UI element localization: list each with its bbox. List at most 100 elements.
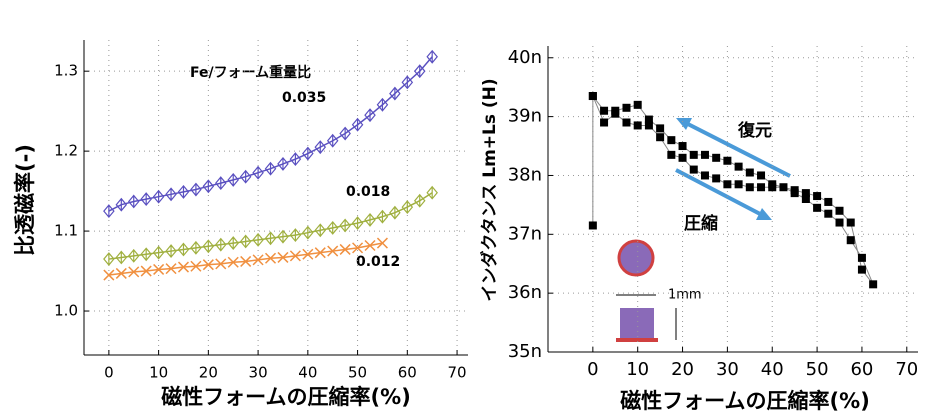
marker xyxy=(622,119,630,127)
x-tick-label: 60 xyxy=(398,364,417,382)
sheet-icon xyxy=(620,308,654,338)
marker xyxy=(390,207,400,219)
marker xyxy=(690,166,698,174)
marker xyxy=(228,174,238,186)
marker xyxy=(402,201,412,213)
marker xyxy=(656,133,664,141)
x-tick-label: 30 xyxy=(716,359,739,380)
marker xyxy=(216,177,226,189)
series-label: 0.012 xyxy=(356,254,400,270)
marker xyxy=(802,189,810,197)
marker xyxy=(836,219,844,227)
marker xyxy=(869,280,877,288)
marker xyxy=(266,163,276,175)
x-tick-label: 50 xyxy=(806,359,829,380)
x-tick-label: 20 xyxy=(199,364,218,382)
x-tick-label: 30 xyxy=(249,364,268,382)
marker xyxy=(589,221,597,229)
y-tick-label: 1.2 xyxy=(54,142,78,160)
marker xyxy=(203,180,213,192)
marker xyxy=(365,109,375,121)
annotation: 1mm xyxy=(668,288,702,303)
marker xyxy=(746,169,754,177)
y-axis-label: インダクタンス Lm+Ls (H) xyxy=(479,78,500,301)
marker xyxy=(847,219,855,227)
marker xyxy=(634,101,642,109)
marker xyxy=(290,153,300,165)
marker xyxy=(600,107,608,115)
marker xyxy=(757,183,765,191)
marker xyxy=(340,128,350,140)
marker xyxy=(836,207,844,215)
marker xyxy=(645,116,653,124)
marker xyxy=(712,174,720,182)
y-tick-label: 36n xyxy=(508,282,542,303)
marker xyxy=(735,180,743,188)
marker xyxy=(679,142,687,150)
marker xyxy=(779,183,787,191)
marker xyxy=(735,163,743,171)
marker xyxy=(723,157,731,165)
y-tick-label: 37n xyxy=(508,223,542,244)
marker xyxy=(667,136,675,144)
y-tick-label: 38n xyxy=(508,164,542,185)
marker xyxy=(278,158,288,170)
marker xyxy=(667,151,675,159)
marker xyxy=(611,107,619,115)
marker xyxy=(824,198,832,206)
x-tick-label: 0 xyxy=(587,359,598,380)
marker xyxy=(813,204,821,212)
x-tick-label: 0 xyxy=(104,364,114,382)
y-tick-label: 40n xyxy=(508,47,542,68)
marker xyxy=(241,171,251,183)
marker xyxy=(622,104,630,112)
sheet-base xyxy=(616,338,658,342)
marker xyxy=(791,186,799,194)
marker xyxy=(427,187,437,199)
y-tick-label: 1.0 xyxy=(54,302,78,320)
marker xyxy=(679,154,687,162)
marker xyxy=(858,254,866,262)
marker xyxy=(746,183,754,191)
marker xyxy=(377,211,387,223)
figure: 磁性フォームの圧縮率(%) 比透磁率(-) Fe/フォーム重量比 0.035 0… xyxy=(0,0,932,413)
marker xyxy=(328,135,338,147)
marker xyxy=(315,141,325,153)
annotation: 圧縮 xyxy=(684,213,718,234)
x-tick-label: 10 xyxy=(626,359,649,380)
marker xyxy=(365,214,375,226)
x-axis-label: 磁性フォームの圧縮率(%) xyxy=(161,385,411,409)
annotation: 復元 xyxy=(737,120,772,141)
x-axis-label: 磁性フォームの圧縮率(%) xyxy=(620,389,870,413)
y-tick-label: 1.1 xyxy=(54,222,78,240)
marker xyxy=(303,148,313,160)
marker xyxy=(634,121,642,129)
marker xyxy=(377,99,387,111)
marker xyxy=(656,124,664,132)
x-tick-label: 10 xyxy=(149,364,168,382)
x-tick-label: 70 xyxy=(448,364,467,382)
x-tick-label: 60 xyxy=(850,359,873,380)
x-tick-label: 20 xyxy=(671,359,694,380)
y-tick-label: 35n xyxy=(508,341,542,362)
marker xyxy=(701,151,709,159)
marker xyxy=(116,199,126,211)
marker xyxy=(768,180,776,188)
marker xyxy=(390,88,400,100)
marker xyxy=(712,154,720,162)
marker xyxy=(353,119,363,131)
marker xyxy=(757,171,765,179)
y-tick-label: 39n xyxy=(508,106,542,127)
x-tick-label: 70 xyxy=(895,359,918,380)
marker xyxy=(813,192,821,200)
marker xyxy=(723,180,731,188)
marker xyxy=(402,76,412,88)
marker xyxy=(600,119,608,127)
marker xyxy=(253,167,263,179)
marker xyxy=(824,210,832,218)
marker xyxy=(847,236,855,244)
series-line xyxy=(109,193,432,259)
marker xyxy=(589,92,597,100)
roll-icon xyxy=(619,241,653,275)
marker xyxy=(858,266,866,274)
